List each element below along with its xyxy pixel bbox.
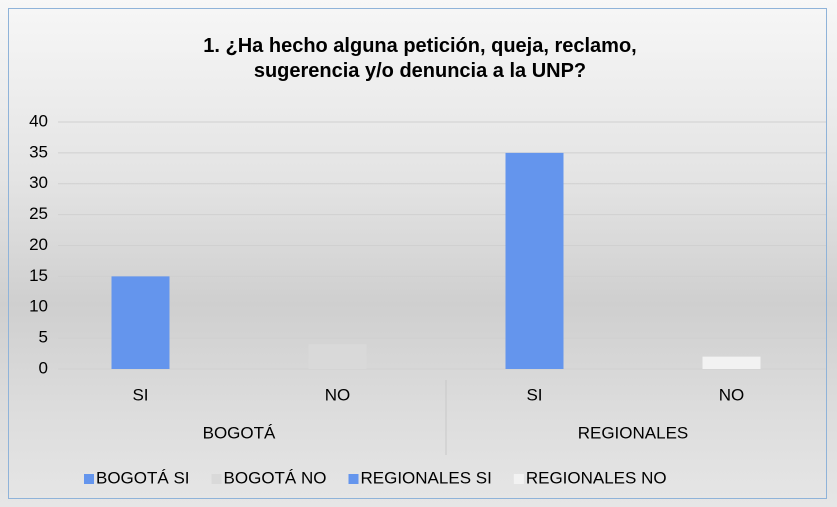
legend-marker — [212, 474, 222, 484]
y-tick-label: 15 — [29, 266, 48, 285]
y-tick-label: 30 — [29, 173, 48, 192]
legend-label: BOGOTÁ NO — [224, 468, 327, 487]
y-tick-label: 25 — [29, 204, 48, 223]
bar — [703, 357, 761, 369]
x-tick-label: SI — [526, 385, 542, 404]
x-tick-label: NO — [325, 385, 351, 404]
legend-marker — [84, 474, 94, 484]
bar — [112, 276, 170, 369]
y-tick-label: 5 — [39, 328, 48, 347]
y-tick-label: 20 — [29, 235, 48, 254]
legend-marker — [514, 474, 524, 484]
chart: 0 5 10 15 20 25 30 35 40 SI NO SI NO BOGOTÁ REGIONALES… — [0, 0, 837, 507]
legend-label: BOGOTÁ SI — [96, 468, 190, 487]
y-tick-label: 35 — [29, 142, 48, 161]
group-label: BOGOTÁ — [203, 423, 276, 442]
legend-marker — [349, 474, 359, 484]
bar — [309, 344, 367, 369]
legend-label: REGIONALES SI — [361, 468, 492, 487]
group-label: REGIONALES — [578, 423, 689, 442]
y-tick-label: 40 — [29, 111, 48, 130]
y-tick-label: 0 — [39, 358, 48, 377]
x-tick-label: NO — [719, 385, 745, 404]
chart-area: 1. ¿Ha hecho alguna petición, queja, rec… — [0, 0, 837, 507]
legend-label: REGIONALES NO — [526, 468, 667, 487]
bar — [506, 153, 564, 369]
x-tick-label: SI — [132, 385, 148, 404]
y-tick-label: 10 — [29, 297, 48, 316]
